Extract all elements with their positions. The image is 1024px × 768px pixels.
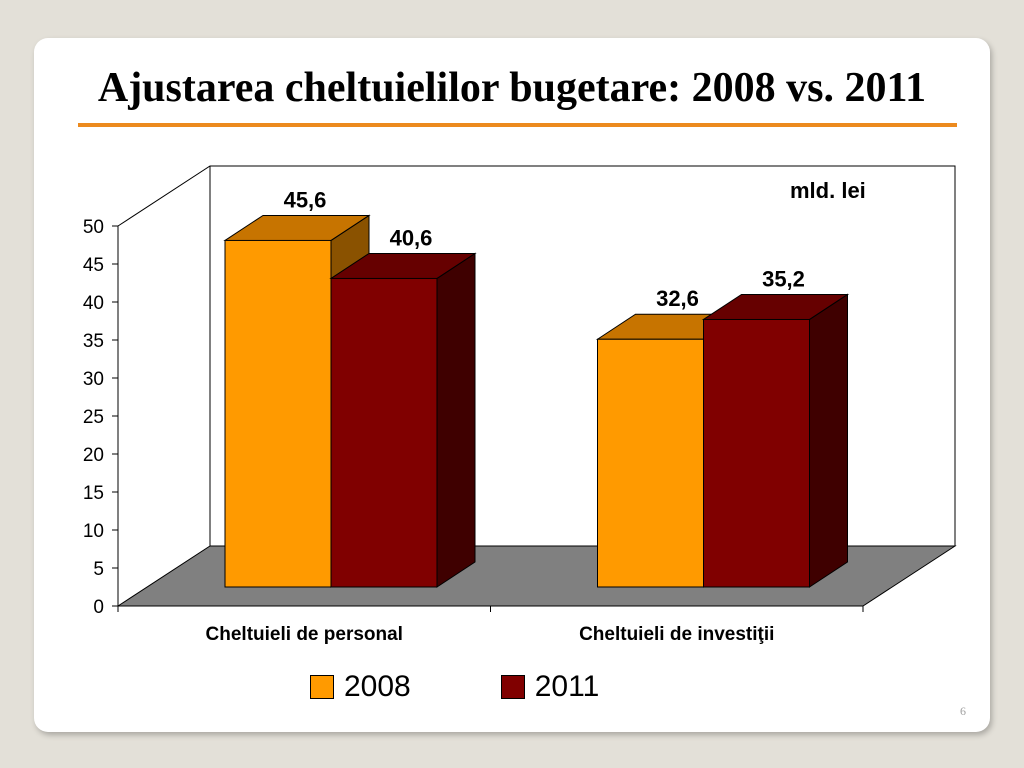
y-tick-label: 5 [93,559,104,580]
x-category-label: Cheltuieli de personal [206,624,403,645]
y-tick-label: 10 [83,521,104,542]
bar [597,338,704,588]
chart-legend: 2008 2011 [310,670,599,704]
y-tick-label: 40 [83,293,104,314]
title-underline [78,123,957,127]
data-label: 45,6 [284,187,327,212]
back-wall [117,165,956,547]
bar-side [436,252,476,588]
legend-item-2008: 2008 [310,670,411,704]
y-tick-label: 35 [83,331,104,352]
data-label: 32,6 [656,286,699,311]
bar [330,277,438,588]
y-tick-label: 30 [83,369,104,390]
legend-label-2011: 2011 [534,670,600,703]
y-tick-label: 50 [83,217,104,238]
data-label: 40,6 [390,225,433,250]
legend-item-2011: 2011 [500,670,600,704]
legend-swatch-2008 [310,675,334,699]
legend-label-2008: 2008 [344,670,411,703]
y-tick-label: 25 [83,407,104,428]
x-category-label: Cheltuieli de investiţii [579,624,774,645]
bar-side [809,293,848,588]
unit-label: mld. lei [790,178,866,203]
y-tick-label: 20 [83,445,104,466]
data-label: 35,2 [762,266,805,291]
y-tick-label: 15 [83,483,104,504]
slide-title: Ajustarea cheltuielilor bugetare: 2008 v… [97,65,927,111]
y-tick-label: 0 [93,597,104,618]
bar [703,318,810,588]
legend-swatch-2011 [500,675,525,699]
page-number: 6 [960,704,966,718]
y-tick-label: 45 [83,255,104,276]
bar [224,239,332,588]
